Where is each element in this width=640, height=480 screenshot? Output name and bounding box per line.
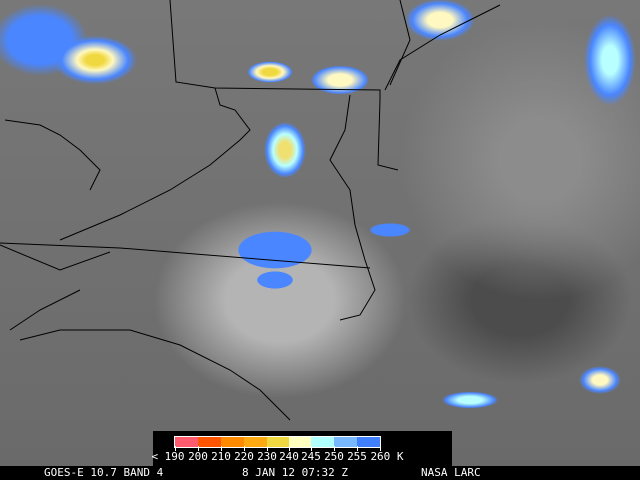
border-line — [4, 119, 101, 191]
tick-label: 245 — [301, 450, 321, 463]
tick-mark — [198, 446, 199, 451]
border-line — [59, 87, 251, 241]
color-swatch — [175, 437, 198, 447]
legend-ticks: < 190 200 210 220 230 240 245 250 255 260 K — [151, 446, 452, 465]
color-swatch — [334, 437, 357, 447]
color-swatch — [357, 437, 380, 447]
state-borders — [0, 0, 501, 421]
temperature-legend: < 190 200 210 220 230 240 245 250 255 260 K — [151, 431, 452, 466]
satellite-label: GOES-E 10.7 BAND 4 — [44, 466, 164, 479]
color-swatch — [267, 437, 289, 447]
tick-label: 200 — [188, 450, 208, 463]
border-line — [389, 0, 411, 86]
border-line — [19, 329, 291, 421]
color-swatch — [244, 437, 267, 447]
source-label: NASA LARC — [421, 466, 481, 479]
timestamp: 8 JAN 12 07:32 Z — [242, 466, 348, 479]
tick-mark — [175, 446, 176, 451]
tick-label: 250 — [324, 450, 344, 463]
tick-mark — [357, 446, 358, 451]
border-line — [329, 94, 376, 321]
tick-mark — [289, 446, 290, 451]
border-line — [0, 242, 371, 269]
tick-mark — [267, 446, 268, 451]
color-swatch — [198, 437, 221, 447]
color-scale — [174, 436, 381, 448]
border-line — [384, 4, 501, 91]
tick-label: 240 — [279, 450, 299, 463]
color-swatch — [289, 437, 311, 447]
tick-mark — [311, 446, 312, 451]
color-swatch — [311, 437, 334, 447]
tick-mark — [334, 446, 335, 451]
infrared-imagery — [0, 0, 640, 466]
tick-mark — [244, 446, 245, 451]
border-line — [169, 0, 381, 100]
tick-mark — [380, 446, 381, 451]
color-swatch — [221, 437, 244, 447]
tick-label: 220 — [234, 450, 254, 463]
border-line — [9, 289, 81, 331]
tick-label: 210 — [211, 450, 231, 463]
border-line — [0, 244, 111, 271]
border-line — [377, 99, 399, 171]
tick-label: 260 K — [370, 450, 404, 463]
tick-label: 230 — [257, 450, 277, 463]
caption-bar: GOES-E 10.7 BAND 4 8 JAN 12 07:32 Z NASA… — [0, 466, 640, 480]
tick-label: < 190 — [151, 450, 185, 463]
tick-label: 255 — [347, 450, 367, 463]
tick-mark — [221, 446, 222, 451]
